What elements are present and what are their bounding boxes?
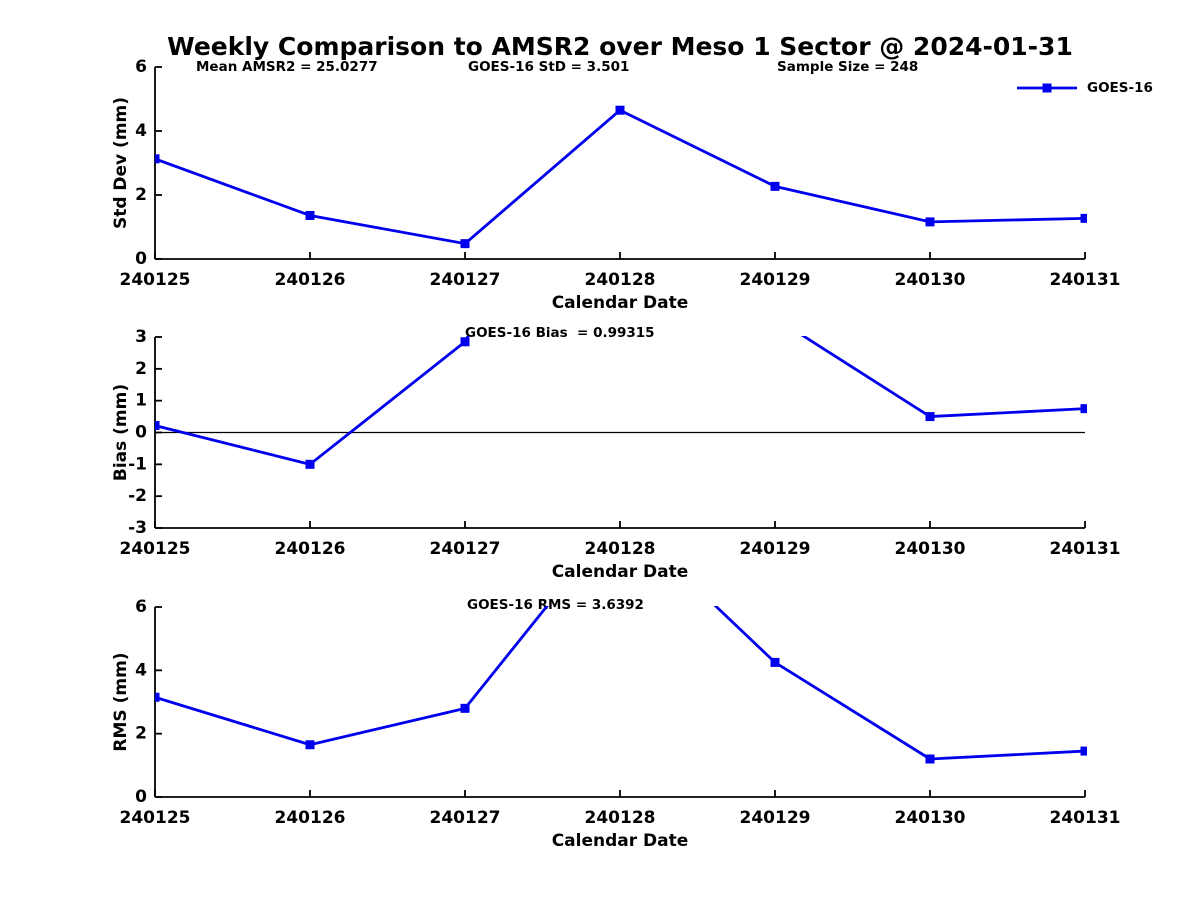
y-tick-label: -3	[128, 518, 147, 538]
data-point-marker	[155, 420, 160, 430]
x-tick-label: 240126	[275, 808, 346, 828]
data-point-marker	[305, 210, 315, 220]
data-point-marker	[925, 412, 935, 422]
x-tick-label: 240129	[740, 270, 811, 290]
x-tick-label: 240127	[430, 539, 501, 559]
subplot-rms: 0 2 4 6 240125 240126 240127 240128 240129 240130…	[111, 597, 1121, 851]
x-tick-label: 240130	[895, 808, 966, 828]
x-tick-label: 240127	[430, 270, 501, 290]
y-axis-title: Std Dev (mm)	[111, 97, 131, 229]
data-point-marker	[925, 217, 935, 227]
stat-annotation: GOES-16 StD = 3.501	[468, 59, 629, 75]
stat-annotation: GOES-16 RMS = 3.6392	[467, 597, 644, 613]
x-tick-label: 240129	[740, 808, 811, 828]
y-tick-label: -1	[128, 454, 147, 474]
x-tick-label: 240129	[740, 539, 811, 559]
x-tick-label: 240131	[1050, 808, 1121, 828]
data-point-marker	[615, 105, 625, 115]
y-tick-label: 2	[135, 724, 147, 744]
x-tick-label: 240130	[895, 270, 966, 290]
data-point-marker	[925, 754, 935, 764]
x-axis-title: Calendar Date	[552, 562, 689, 582]
x-tick-label: 240126	[275, 270, 346, 290]
y-tick-label: 2	[135, 185, 147, 205]
series-goes-16	[155, 336, 1087, 469]
y-tick-label: 0	[135, 423, 147, 443]
data-point-marker	[770, 181, 780, 191]
series-goes-16	[155, 606, 1087, 764]
data-point-marker	[460, 239, 470, 249]
legend-label: GOES-16	[1087, 80, 1153, 96]
x-axis-title: Calendar Date	[552, 831, 689, 851]
data-point-marker	[460, 337, 470, 347]
x-tick-label: 240128	[585, 808, 656, 828]
y-axis-title: Bias (mm)	[111, 384, 131, 481]
y-tick-label: 1	[135, 391, 147, 411]
y-tick-label: 6	[135, 597, 147, 617]
y-tick-label: 4	[135, 660, 147, 680]
x-tick-label: 240130	[895, 539, 966, 559]
y-tick-label: 2	[135, 359, 147, 379]
x-tick-label: 240126	[275, 539, 346, 559]
x-tick-label: 240125	[120, 539, 191, 559]
data-point-marker	[305, 459, 315, 469]
x-tick-label: 240125	[120, 808, 191, 828]
data-point-marker	[460, 703, 470, 713]
y-axis-title: RMS (mm)	[111, 652, 131, 751]
y-tick-label: 3	[135, 327, 147, 347]
y-tick-label: -2	[128, 486, 147, 506]
x-tick-label: 240127	[430, 808, 501, 828]
y-tick-label: 0	[135, 787, 147, 807]
x-tick-label: 240131	[1050, 539, 1121, 559]
data-point-marker	[155, 692, 160, 702]
series-goes-16	[155, 105, 1087, 249]
data-point-marker	[155, 154, 160, 164]
x-tick-label: 240128	[585, 539, 656, 559]
data-point-marker	[1080, 213, 1087, 223]
legend: GOES-16	[1017, 80, 1153, 96]
subplot-bias: -3 -2 -1 0 1 2 3 240125 240126 240127 240128 240129…	[111, 325, 1121, 582]
stat-annotation: Mean AMSR2 = 25.0277	[196, 59, 378, 75]
stat-annotation: Sample Size = 248	[777, 59, 918, 75]
legend-marker-sample	[1042, 83, 1052, 93]
stat-annotation: GOES-16 Bias = 0.99315	[465, 325, 655, 341]
y-tick-label: 4	[135, 121, 147, 141]
data-line	[155, 108, 1086, 246]
y-tick-label: 0	[135, 249, 147, 269]
x-axis-title: Calendar Date	[552, 293, 689, 313]
data-point-marker	[1080, 746, 1087, 756]
x-tick-label: 240128	[585, 270, 656, 290]
subplot-std-dev: 0 2 4 6 240125 240126 240127 240128 240129 240130…	[111, 57, 1120, 313]
data-point-marker	[305, 740, 315, 750]
x-tick-label: 240125	[120, 270, 191, 290]
data-point-marker	[770, 657, 780, 667]
x-tick-label: 240131	[1050, 270, 1121, 290]
data-point-marker	[1080, 404, 1087, 414]
y-tick-label: 6	[135, 57, 147, 77]
chart-title: Weekly Comparison to AMSR2 over Meso 1 S…	[167, 32, 1073, 61]
